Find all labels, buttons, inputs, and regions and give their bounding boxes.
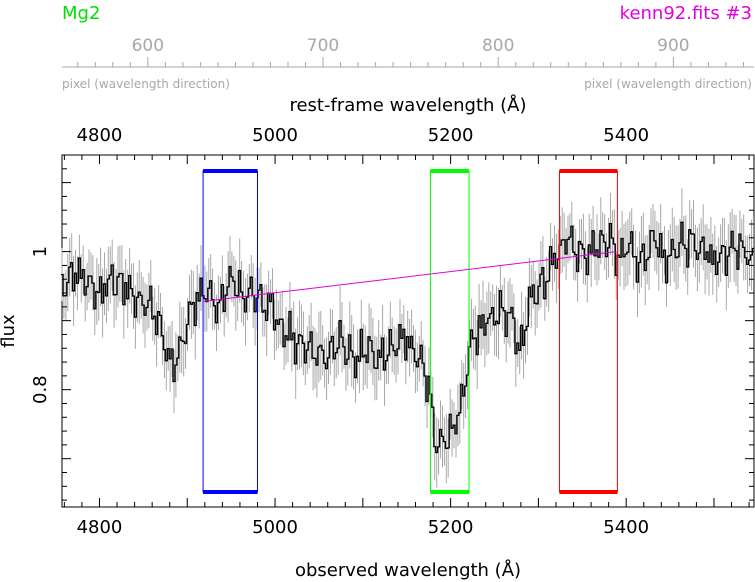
rest-tick-label: 5400 bbox=[603, 125, 649, 146]
continuum-line bbox=[203, 251, 616, 302]
rest-tick-label: 5200 bbox=[428, 125, 474, 146]
plot-frame bbox=[61, 154, 755, 508]
pixel-tick-label: 800 bbox=[482, 36, 514, 56]
pixel-tick-label: 900 bbox=[657, 36, 689, 56]
x-tick-label: 5200 bbox=[428, 517, 474, 538]
pixel-axis-label-right: pixel (wavelength direction) bbox=[584, 77, 752, 91]
y-tick-label: 1 bbox=[30, 246, 51, 257]
pixel-tick-label: 600 bbox=[132, 36, 164, 56]
rest-tick-label: 5000 bbox=[252, 125, 298, 146]
spectrum-line bbox=[61, 221, 755, 454]
pixel-tick-label: 700 bbox=[307, 36, 339, 56]
blue-continuum-band-box bbox=[202, 170, 258, 493]
red-continuum-band bbox=[558, 169, 618, 494]
y-axis-title: flux bbox=[0, 314, 19, 348]
pixel-axis-label-left: pixel (wavelength direction) bbox=[62, 77, 230, 91]
x-axis-title: observed wavelength (Å) bbox=[295, 559, 521, 581]
rest-axis-title: rest-frame wavelength (Å) bbox=[289, 94, 526, 116]
blue-continuum-band bbox=[202, 169, 258, 494]
x-tick-label: 5400 bbox=[603, 517, 649, 538]
index-name-label: Mg2 bbox=[62, 3, 100, 24]
central-band bbox=[429, 169, 470, 494]
rest-tick-label: 4800 bbox=[77, 125, 123, 146]
y-tick-label: 0.8 bbox=[30, 375, 51, 404]
file-label: kenn92.fits #3 bbox=[620, 3, 752, 24]
x-tick-label: 5000 bbox=[252, 517, 298, 538]
x-tick-label: 4800 bbox=[77, 517, 123, 538]
